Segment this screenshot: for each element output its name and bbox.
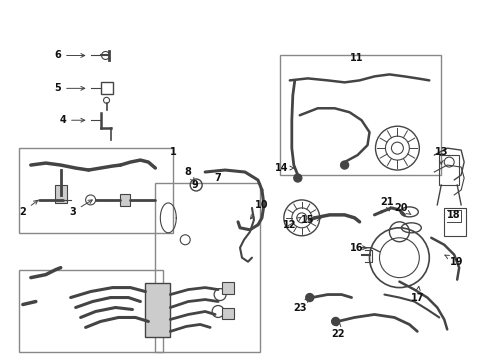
Bar <box>155 183 260 352</box>
Bar <box>19 270 163 352</box>
Text: 10: 10 <box>250 200 269 219</box>
Text: 12: 12 <box>283 217 302 230</box>
Circle shape <box>332 318 340 325</box>
Text: 1: 1 <box>170 147 177 157</box>
Text: 2: 2 <box>20 200 38 217</box>
Bar <box>439 155 459 185</box>
Circle shape <box>306 293 314 302</box>
Text: 3: 3 <box>69 200 92 217</box>
Text: 13: 13 <box>435 147 448 164</box>
Text: 18: 18 <box>447 210 461 220</box>
Text: 20: 20 <box>394 203 411 215</box>
Text: 5: 5 <box>54 84 85 93</box>
Bar <box>222 307 234 319</box>
Bar <box>100 82 113 94</box>
Circle shape <box>341 161 348 169</box>
Circle shape <box>294 174 302 182</box>
Text: 7: 7 <box>215 173 221 183</box>
Text: 4: 4 <box>59 115 85 125</box>
Bar <box>222 282 234 293</box>
Text: 14: 14 <box>275 163 294 173</box>
Bar <box>444 208 466 236</box>
Text: 19: 19 <box>445 255 464 267</box>
Bar <box>146 283 171 337</box>
Text: 21: 21 <box>381 197 394 211</box>
Bar <box>280 55 441 175</box>
Text: 15: 15 <box>301 215 321 225</box>
Bar <box>55 185 67 203</box>
Bar <box>19 148 173 233</box>
Text: 11: 11 <box>350 54 363 63</box>
Bar <box>121 194 130 206</box>
Text: 22: 22 <box>331 323 344 339</box>
Text: 23: 23 <box>293 298 310 312</box>
Text: 9: 9 <box>192 180 198 190</box>
Text: 16: 16 <box>350 243 367 253</box>
Text: 8: 8 <box>185 167 195 182</box>
Text: 6: 6 <box>54 50 85 60</box>
Text: 17: 17 <box>411 286 424 302</box>
